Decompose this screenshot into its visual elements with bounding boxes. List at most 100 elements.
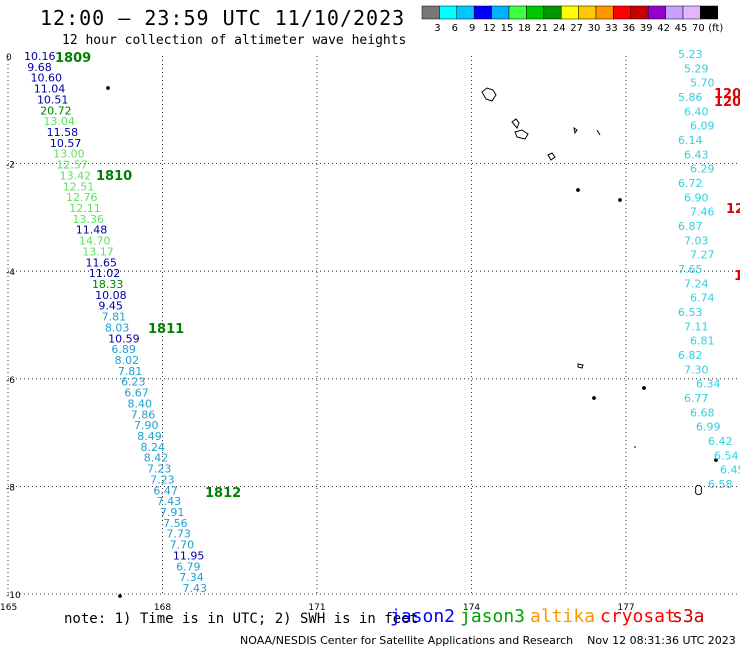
wave-height-value: 13.17 — [82, 245, 114, 258]
footer-timestamp: Nov 12 08:31:36 UTC 2023 — [587, 634, 736, 647]
left-track: 10.169.6810.6011.0410.5120.7213.0411.581… — [24, 50, 207, 595]
wave-height-value: 9.45 — [98, 300, 123, 313]
wave-height-value: 10.59 — [108, 332, 140, 345]
lat-tick-label: 0 — [6, 53, 12, 63]
wave-height-value: 10.60 — [30, 72, 61, 85]
wave-height-value: 7.27 — [690, 249, 715, 262]
wave-height-value: 6.58 — [708, 478, 733, 491]
wave-height-value: 9.68 — [27, 61, 52, 74]
island-outlines — [106, 86, 718, 598]
lon-tick-label: 177 — [617, 603, 634, 613]
wave-height-value: 6.47 — [153, 484, 178, 497]
wave-height-value: 7.43 — [157, 495, 182, 508]
wave-height-value: 13.00 — [53, 148, 85, 161]
wave-height-value: 6.79 — [176, 560, 201, 573]
wave-height-value: 7.23 — [150, 473, 175, 486]
wave-height-value: 8.42 — [144, 452, 169, 465]
wave-height-value: 6.74 — [690, 292, 715, 305]
wave-height-value: 5.86 — [678, 91, 703, 104]
satellite-name: jason2 — [390, 606, 456, 627]
wave-height-value: 13.04 — [43, 115, 74, 128]
satellite-name: jason3 — [460, 606, 526, 627]
wave-height-value: 6.89 — [111, 343, 135, 356]
wave-height-value: 5.29 — [684, 62, 709, 75]
lon-tick-label: 165 — [0, 603, 17, 613]
wave-height-value: 11.04 — [34, 83, 65, 96]
wave-height-value: 6.67 — [124, 387, 148, 400]
island-outline — [514, 129, 529, 140]
wave-height-value: 6.43 — [684, 148, 709, 161]
wave-height-value: 6.09 — [690, 120, 715, 133]
wave-height-value: 8.03 — [105, 321, 130, 334]
legend-label: 9 — [469, 23, 475, 34]
legend-label: 39 — [640, 23, 653, 34]
wave-height-value: 6.23 — [121, 376, 146, 389]
wave-height-value: 7.90 — [134, 419, 159, 432]
satellite-name: s3a — [672, 606, 705, 627]
high-wave-value: 1 — [734, 269, 740, 284]
wave-height-value: 12.57 — [56, 159, 88, 172]
legend-label: 6 — [452, 23, 458, 34]
legend-label: 15 — [501, 23, 514, 34]
wave-height-value: 7.65 — [678, 263, 703, 276]
footer: NOAA/NESDIS Center for Satellite Applica… — [240, 634, 736, 647]
pass-labels: 1809 1810 1811 1812 — [55, 51, 241, 501]
lat-tick-label: -6 — [6, 376, 15, 386]
legend-swatch — [700, 5, 719, 20]
legend-label: 3 — [434, 23, 440, 34]
pass-number-label: 1811 — [148, 322, 184, 337]
wave-height-value: 11.65 — [85, 256, 117, 269]
wave-height-value: 7.56 — [163, 517, 188, 530]
lat-tick-label: -8 — [6, 483, 15, 493]
island-outline — [481, 87, 497, 102]
wave-height-value: 6.90 — [684, 191, 709, 204]
island-outline — [695, 484, 702, 496]
wave-height-value: 7.70 — [170, 539, 195, 552]
wave-height-value: 5.70 — [690, 77, 715, 90]
island-dot — [576, 188, 580, 192]
high-wave-value: 120 — [714, 87, 740, 102]
wave-height-value: 5.23 — [678, 48, 703, 61]
wave-height-value: 7.24 — [684, 277, 709, 290]
legend-label: 42 — [657, 23, 670, 34]
wave-height-value: 10.57 — [50, 137, 81, 150]
lon-tick-label: 168 — [154, 603, 171, 613]
lon-tick-label: 174 — [463, 603, 480, 613]
island-outline — [511, 118, 520, 129]
wave-height-value: 12.76 — [66, 191, 98, 204]
legend-label: 36 — [622, 23, 635, 34]
wave-height-value: 12.11 — [69, 202, 101, 215]
legend-label: 30 — [588, 23, 601, 34]
legend-label: 70 — [692, 23, 705, 34]
right-track: 5.235.29 5.705.866.40 6.096.146.43 6.296.72… — [678, 48, 740, 491]
lat-tick-label: -4 — [6, 268, 15, 278]
wave-height-value: 13.42 — [60, 169, 92, 182]
island-outline — [547, 152, 556, 161]
wave-height-value: 10.08 — [95, 289, 127, 302]
wave-height-value: 7.03 — [684, 234, 709, 247]
legend-label: 27 — [570, 23, 583, 34]
lat-tick-label: -10 — [6, 591, 21, 601]
island-dot — [618, 198, 622, 202]
wave-height-value: 7.81 — [102, 311, 127, 324]
wave-height-value: 7.81 — [118, 365, 142, 378]
island-dot — [592, 396, 596, 400]
wave-height-value: 11.48 — [76, 224, 108, 237]
wave-height-value: 8.02 — [115, 354, 140, 367]
wave-height-value: 6.34 — [696, 378, 721, 391]
map-title: 12:00 — 23:59 UTC 11/10/2023 — [40, 6, 406, 30]
legend-label: (ft) — [708, 23, 723, 34]
wave-height-value: 7.43 — [183, 582, 208, 595]
legend-label: 12 — [483, 23, 496, 34]
pass-number-label: 1809 — [55, 51, 91, 66]
wave-height-value: 7.91 — [160, 506, 185, 519]
satellite-name: cryosat — [600, 606, 676, 627]
wave-height-value: 7.11 — [684, 320, 709, 333]
high-wave-value: 12 — [726, 202, 740, 217]
island-dot — [642, 386, 646, 390]
island-dot — [106, 86, 110, 90]
wave-height-value: 6.14 — [678, 134, 703, 147]
wave-height-value: 6.29 — [690, 163, 715, 176]
